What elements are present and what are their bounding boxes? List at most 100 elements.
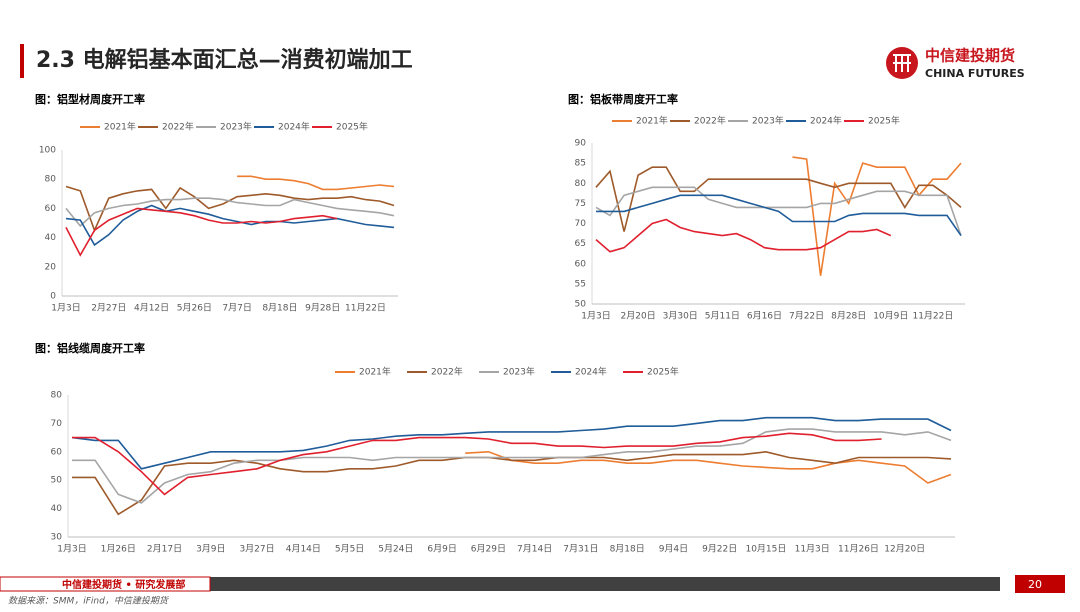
chart-title: 图：铝板带周度开工率 [568, 92, 678, 106]
y-tick-label: 80 [575, 179, 587, 189]
y-tick-label: 40 [45, 233, 57, 243]
x-tick-label: 8月28日 [831, 311, 866, 322]
x-tick-label: 12月20日 [884, 544, 925, 555]
x-tick-label: 5月5日 [335, 544, 364, 555]
x-tick-label: 4月12日 [134, 303, 169, 314]
x-tick-label: 8月18日 [610, 544, 645, 555]
x-tick-label: 4月14日 [286, 544, 321, 555]
x-tick-label: 2月20日 [621, 311, 656, 322]
y-tick-label: 40 [51, 504, 63, 514]
x-tick-label: 11月22日 [345, 303, 386, 314]
series-line [65, 204, 395, 247]
chart-title: 图：铝型材周度开工率 [35, 92, 145, 106]
y-tick-label: 75 [575, 199, 586, 209]
x-tick-label: 1月26日 [101, 544, 136, 555]
x-tick-label: 11月3日 [795, 544, 830, 555]
legend-label: 2024年 [810, 115, 842, 127]
x-tick-label: 10月9日 [873, 311, 908, 322]
y-tick-label: 65 [575, 239, 586, 249]
series-line [72, 428, 952, 504]
y-tick-label: 20 [45, 262, 57, 272]
x-tick-label: 7月7日 [222, 303, 251, 314]
x-tick-label: 6月29日 [471, 544, 506, 555]
y-tick-label: 80 [51, 391, 63, 401]
x-tick-label: 2月27日 [91, 303, 126, 314]
y-tick-label: 0 [50, 292, 56, 302]
logo-en: CHINA FUTURES [925, 67, 1025, 80]
y-tick-label: 60 [575, 259, 587, 269]
page-box [1015, 575, 1065, 593]
series-line [65, 207, 338, 257]
y-tick-label: 85 [575, 159, 586, 169]
series-line [595, 186, 962, 236]
series-line [465, 450, 952, 484]
x-tick-label: 5月26日 [177, 303, 212, 314]
x-tick-label: 7月14日 [517, 544, 552, 555]
y-tick-label: 50 [575, 300, 587, 310]
x-tick-label: 1月3日 [581, 311, 610, 322]
series-line [72, 450, 952, 516]
series-line [71, 416, 952, 470]
x-tick-label: 1月3日 [51, 303, 80, 314]
page-number: 20 [1028, 578, 1042, 591]
x-tick-label: 10月15日 [745, 544, 786, 555]
y-tick-label: 70 [575, 219, 587, 229]
series-line [72, 432, 882, 496]
legend-label: 2023年 [752, 115, 784, 127]
x-tick-label: 11月26日 [838, 544, 879, 555]
legend-label: 2022年 [162, 121, 194, 133]
x-tick-label: 6月9日 [427, 544, 456, 555]
y-tick-label: 60 [51, 447, 63, 457]
legend-label: 2021年 [104, 121, 136, 133]
legend-label: 2021年 [636, 115, 668, 127]
x-tick-label: 9月4日 [659, 544, 688, 555]
series-line [65, 197, 395, 228]
series-line [596, 194, 962, 237]
legend-label: 2024年 [278, 121, 310, 133]
series-line [595, 166, 962, 232]
x-tick-label: 3月30日 [663, 311, 698, 322]
y-tick-label: 80 [45, 175, 57, 185]
x-tick-label: 5月24日 [378, 544, 413, 555]
legend-label: 2025年 [336, 121, 368, 133]
x-tick-label: 11月22日 [912, 311, 953, 322]
series-line [792, 156, 962, 276]
x-tick-label: 5月11日 [705, 311, 740, 322]
x-tick-label: 6月16日 [747, 311, 782, 322]
legend-label: 2022年 [431, 366, 463, 378]
logo-mark [893, 54, 911, 72]
x-tick-label: 1月3日 [57, 544, 86, 555]
x-tick-label: 9月22日 [702, 544, 737, 555]
legend-label: 2022年 [694, 115, 726, 127]
legend-label: 2023年 [503, 366, 535, 378]
x-tick-label: 8月18日 [262, 303, 297, 314]
y-tick-label: 70 [51, 419, 63, 429]
legend-label: 2025年 [647, 366, 679, 378]
x-tick-label: 7月22日 [789, 311, 824, 322]
y-tick-label: 30 [51, 533, 63, 543]
x-tick-label: 2月17日 [147, 544, 182, 555]
y-tick-label: 55 [575, 279, 586, 289]
footer-bar [0, 577, 1000, 591]
y-tick-label: 50 [51, 476, 63, 486]
x-tick-label: 7月31日 [563, 544, 598, 555]
series-line [237, 175, 395, 191]
x-tick-label: 3月27日 [239, 544, 274, 555]
footer-label-box [0, 576, 211, 592]
y-tick-label: 90 [575, 139, 587, 149]
legend-label: 2024年 [575, 366, 607, 378]
legend-label: 2025年 [868, 115, 900, 127]
logo-cn: 中信建投期货 [925, 47, 1015, 65]
slide-title: 2.3 电解铝基本面汇总—消费初端加工 [36, 47, 413, 73]
y-tick-label: 100 [39, 146, 56, 156]
x-tick-label: 9月28日 [305, 303, 340, 314]
source: 数据来源：SMM，iFind，中信建投期货 [8, 596, 170, 607]
x-tick-label: 3月9日 [196, 544, 225, 555]
chart-title: 图：铝线缆周度开工率 [35, 341, 145, 355]
series-line [595, 218, 892, 253]
footer-org: 中信建投期货 • 研究发展部 [62, 578, 185, 591]
legend-label: 2021年 [359, 366, 391, 378]
legend-label: 2023年 [220, 121, 252, 133]
